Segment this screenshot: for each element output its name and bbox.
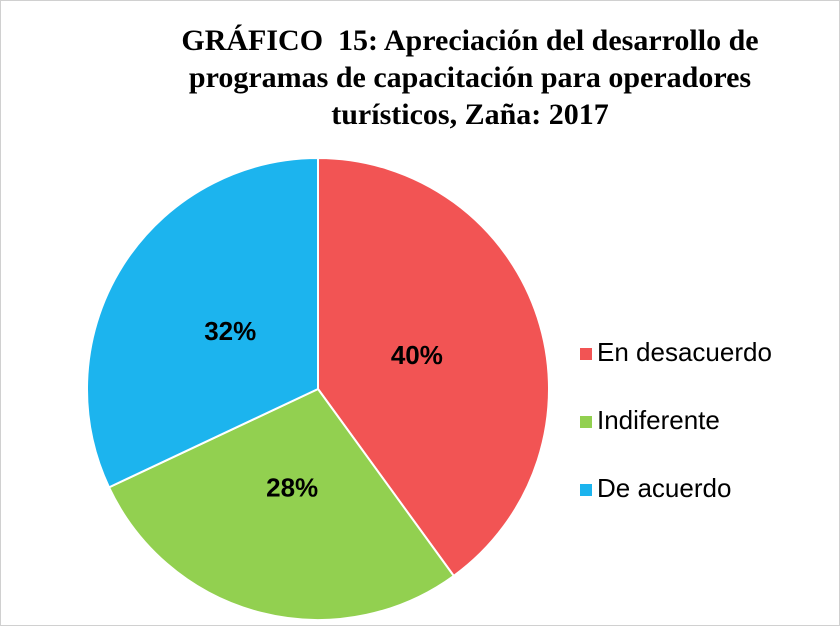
pie-slice (107, 387, 456, 621)
data-label: 32% (204, 316, 256, 346)
legend-swatch (580, 348, 592, 360)
pie-slice (317, 156, 550, 578)
legend-label: De acuerdo (597, 473, 731, 503)
legend-label: En desacuerdo (597, 337, 772, 367)
data-label: 28% (266, 473, 318, 503)
legend-swatch (580, 416, 592, 428)
legend-label: Indiferente (597, 405, 720, 435)
data-label: 40% (391, 340, 443, 370)
chart-title: GRÁFICO 15: Apreciación del desarrollo d… (181, 24, 767, 131)
legend-swatch (580, 484, 592, 496)
pie-slice (86, 156, 319, 489)
